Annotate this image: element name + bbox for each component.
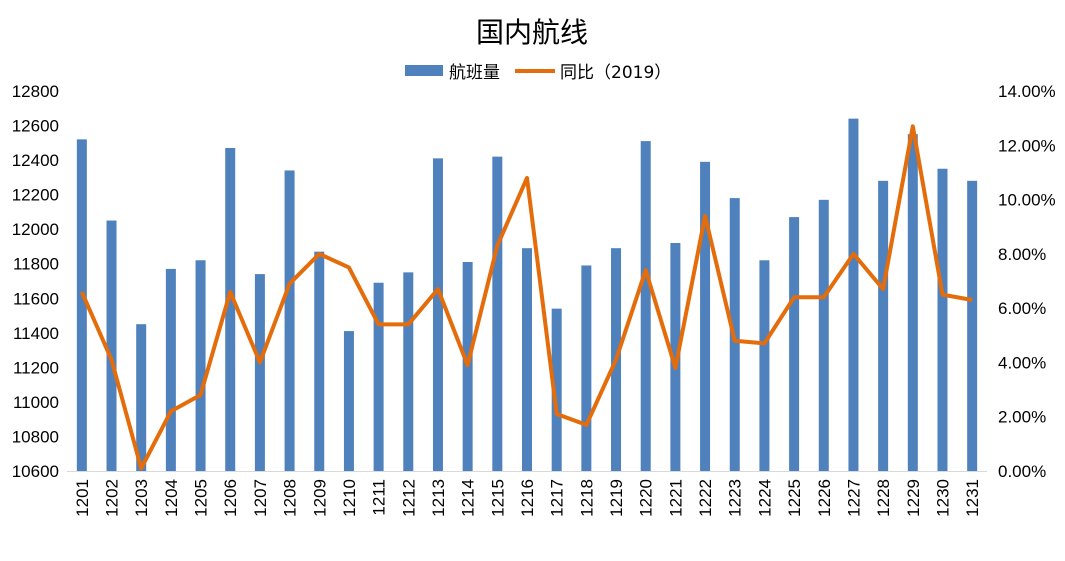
x-tick-label: 1220 (637, 479, 656, 517)
bar (165, 268, 176, 471)
line-series (79, 124, 973, 471)
bar (136, 324, 147, 471)
bar (640, 141, 651, 471)
bar (373, 282, 384, 471)
bar (937, 168, 948, 471)
x-tick-label: 1218 (577, 479, 596, 517)
bar (254, 274, 265, 471)
x-tick-label: 1206 (221, 479, 240, 517)
x-axis: 1201 1202 1203 1204 1205 1206 1207 1208 1209 1210… (73, 479, 982, 517)
x-tick-label: 1219 (607, 479, 626, 517)
x-tick-label: 1201 (73, 479, 92, 517)
x-tick-label: 1202 (103, 479, 122, 517)
bar (818, 199, 829, 471)
x-tick-label: 1224 (755, 479, 774, 517)
y-right-tick-label: 2.00% (998, 408, 1046, 427)
y-left-tick-label: 11400 (13, 324, 59, 343)
y-left-tick-label: 10600 (12, 462, 59, 481)
y-left-tick-label: 12600 (12, 117, 59, 136)
x-tick-label: 1228 (874, 479, 893, 517)
x-tick-label: 1204 (162, 479, 181, 517)
bar (314, 251, 325, 471)
y-left-tick-label: 11800 (13, 255, 59, 274)
bar (432, 158, 443, 471)
x-tick-label: 1208 (281, 479, 300, 517)
y-right-tick-label: 0.00% (998, 462, 1046, 481)
x-tick-label: 1209 (310, 479, 329, 517)
x-tick-label: 1213 (429, 479, 448, 517)
x-tick-label: 1229 (904, 479, 923, 517)
y-left-tick-label: 11600 (13, 289, 59, 308)
x-tick-label: 1230 (934, 479, 953, 517)
y-left-tick-label: 12000 (12, 220, 59, 239)
x-tick-label: 1227 (845, 479, 864, 517)
y-left-tick-label: 12200 (12, 186, 59, 205)
y-right-tick-label: 14.00% (998, 82, 1056, 101)
bar (907, 134, 918, 471)
legend: 航班量 同比（2019） (405, 63, 671, 83)
x-tick-label: 1212 (399, 479, 418, 517)
y-right-tick-label: 4.00% (998, 353, 1046, 372)
x-tick-label: 1226 (815, 479, 834, 517)
bar (343, 331, 354, 471)
bar (670, 243, 681, 471)
x-tick-label: 1215 (488, 479, 507, 517)
bar (789, 217, 800, 471)
chart-title: 国内航线 (476, 16, 588, 49)
y-left-tick-label: 12800 (12, 82, 59, 101)
bar-series (76, 118, 978, 472)
y-left-tick-label: 10800 (12, 427, 59, 446)
x-tick-label: 1216 (518, 479, 537, 517)
bar (581, 265, 592, 471)
bar (225, 148, 236, 471)
y-axis-right: 0.00% 2.00% 4.00% 6.00% 8.00% 10.00% 12.00% 14.… (998, 82, 1056, 481)
x-tick-label: 1222 (696, 479, 715, 517)
bar (848, 118, 859, 472)
y-axis-left: 10600 10800 11000 11200 11400 11600 11800 12000… (12, 82, 59, 481)
x-tick-label: 1211 (370, 479, 389, 516)
bar (284, 170, 295, 472)
bar (106, 220, 117, 471)
legend-label-line: 同比（2019） (560, 63, 671, 83)
x-tick-label: 1210 (340, 479, 359, 517)
bar (403, 272, 414, 471)
y-left-tick-label: 11000 (13, 393, 59, 412)
bar (759, 260, 770, 471)
bar (195, 260, 206, 471)
bar (967, 180, 978, 471)
bar (492, 156, 503, 472)
bar (522, 248, 532, 471)
x-tick-label: 1231 (963, 479, 982, 517)
x-tick-label: 1217 (548, 479, 567, 517)
y-right-tick-label: 12.00% (998, 136, 1056, 155)
legend-swatch-bar (405, 65, 443, 76)
legend-label-bar: 航班量 (449, 63, 500, 83)
bar (76, 139, 87, 471)
x-tick-label: 1207 (251, 479, 270, 517)
y-left-tick-label: 12400 (12, 151, 59, 170)
x-tick-label: 1203 (132, 479, 151, 517)
y-right-tick-label: 6.00% (998, 299, 1046, 318)
y-right-tick-label: 8.00% (998, 245, 1046, 264)
bar (700, 161, 711, 471)
x-tick-label: 1221 (666, 479, 685, 517)
bar (551, 308, 562, 471)
x-tick-label: 1225 (785, 479, 804, 517)
bar (878, 180, 889, 471)
y-right-tick-label: 10.00% (998, 191, 1056, 210)
x-tick-label: 1223 (726, 479, 745, 517)
y-left-tick-label: 11200 (13, 358, 59, 377)
x-tick-label: 1205 (192, 479, 211, 517)
x-tick-label: 1214 (459, 479, 478, 517)
